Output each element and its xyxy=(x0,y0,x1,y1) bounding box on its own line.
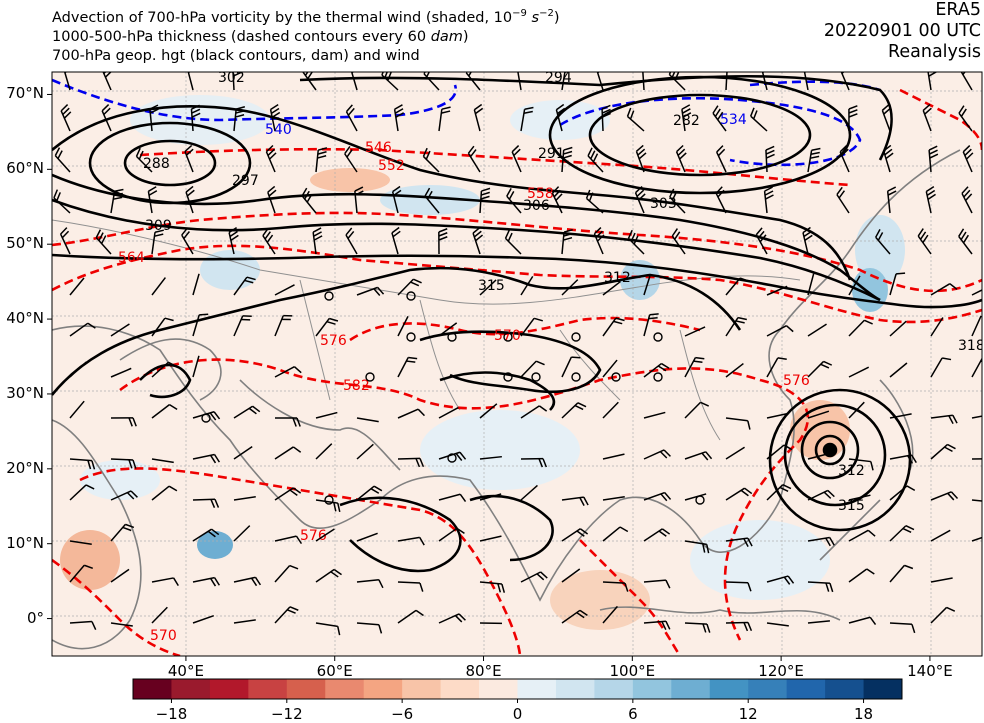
colorbar-swatch xyxy=(556,679,595,699)
wind-barb-flag xyxy=(565,66,574,68)
wind-barb-flag xyxy=(804,64,812,69)
lon-tick-label: 120°E xyxy=(758,662,804,680)
wind-barb-flag xyxy=(961,64,967,71)
wind-barb-flag xyxy=(840,64,847,70)
colorbar-tick-label: 12 xyxy=(739,705,758,723)
wind-barb-flag xyxy=(643,68,651,72)
wind-barb-flag xyxy=(102,64,108,70)
wind-barb-flag xyxy=(351,63,358,68)
thickness-label: 576 xyxy=(320,333,347,349)
lat-tick-label: 60°N xyxy=(0,159,44,177)
wind-barb-flag xyxy=(762,64,769,69)
thickness-label: 576 xyxy=(783,373,810,389)
wind-barb xyxy=(398,582,420,583)
colorbar-swatch xyxy=(710,679,749,699)
wind-barb-flag xyxy=(597,63,604,69)
colorbar-swatch xyxy=(402,679,441,699)
wind-barb-flag xyxy=(571,357,580,358)
height-label: 288 xyxy=(143,156,170,172)
colorbar-tick-label: −12 xyxy=(271,705,303,723)
wind-barb-flag xyxy=(650,314,659,315)
colorbar-swatch xyxy=(133,679,172,699)
thickness-label: 552 xyxy=(378,158,405,174)
lon-tick-label: 80°E xyxy=(465,662,501,680)
thickness-label: 558 xyxy=(527,186,554,202)
colorbar-swatch xyxy=(171,679,210,699)
height-label: 315 xyxy=(478,278,505,294)
colorbar-swatch xyxy=(518,679,557,699)
lat-tick-label: 10°N xyxy=(0,534,44,552)
colorbar-swatch xyxy=(248,679,287,699)
lat-tick-label: 20°N xyxy=(0,459,44,477)
colorbar-tick-label: 6 xyxy=(628,705,638,723)
wind-barb-flag xyxy=(649,318,658,319)
colorbar-swatch xyxy=(825,679,864,699)
wind-barb-flag xyxy=(187,63,194,68)
colorbar-swatch xyxy=(479,679,518,699)
height-label: 291 xyxy=(538,146,565,162)
lon-tick-label: 40°E xyxy=(168,662,204,680)
colorbar-swatch xyxy=(787,679,826,699)
colorbar-tick-label: −6 xyxy=(391,705,413,723)
colorbar-swatch xyxy=(748,679,787,699)
thickness-label: 564 xyxy=(118,250,145,266)
height-label: 297 xyxy=(232,173,259,189)
wind-barb-flag xyxy=(199,314,208,315)
colorbar-swatch xyxy=(441,679,480,699)
thickness-label: 582 xyxy=(343,378,370,394)
x-ticks xyxy=(186,656,930,661)
map-background xyxy=(52,72,982,656)
wind-barb-flag xyxy=(928,64,936,68)
colorbar-tick-label: 0 xyxy=(513,705,523,723)
colorbar-swatch xyxy=(671,679,710,699)
lon-tick-label: 60°E xyxy=(317,662,353,680)
colorbar-swatch xyxy=(287,679,326,699)
colorbar-swatch xyxy=(594,679,633,699)
y-ticks xyxy=(47,94,52,618)
thickness-label: 546 xyxy=(365,140,392,156)
wind-barb-flag xyxy=(643,64,651,68)
height-label: 312 xyxy=(838,463,865,479)
lon-tick-label: 140°E xyxy=(907,662,953,680)
wind-barb xyxy=(726,582,748,583)
wind-barb-flag xyxy=(727,65,736,68)
wind-barb-flag xyxy=(233,64,241,68)
thickness-label: 570 xyxy=(150,628,177,644)
thickness-label: 534 xyxy=(720,112,747,128)
colorbar xyxy=(133,679,903,703)
colorbar-swatch xyxy=(364,679,403,699)
thickness-label: 540 xyxy=(265,122,292,138)
wind-barb-flag xyxy=(303,65,308,73)
colorbar-swatch xyxy=(864,679,903,699)
lon-tick-label: 100°E xyxy=(610,662,656,680)
colorbar-swatch xyxy=(210,679,249,699)
lat-tick-label: 40°N xyxy=(0,309,44,327)
colorbar-tick-label: −18 xyxy=(156,705,188,723)
colorbar-swatch xyxy=(633,679,672,699)
wind-barb-flag xyxy=(233,68,241,72)
height-label: 318 xyxy=(958,338,984,354)
wind-barb-flag xyxy=(64,63,71,68)
lat-tick-label: 70°N xyxy=(0,84,44,102)
lat-tick-label: 30°N xyxy=(0,384,44,402)
colorbar-swatch xyxy=(325,679,364,699)
lat-tick-label: 50°N xyxy=(0,234,44,252)
wind-barb-flag xyxy=(896,273,905,274)
colorbar-tick-label: 18 xyxy=(854,705,873,723)
wind-barb-flag xyxy=(517,64,525,69)
lat-tick-label: 0° xyxy=(0,609,44,627)
height-label: 315 xyxy=(838,498,865,514)
